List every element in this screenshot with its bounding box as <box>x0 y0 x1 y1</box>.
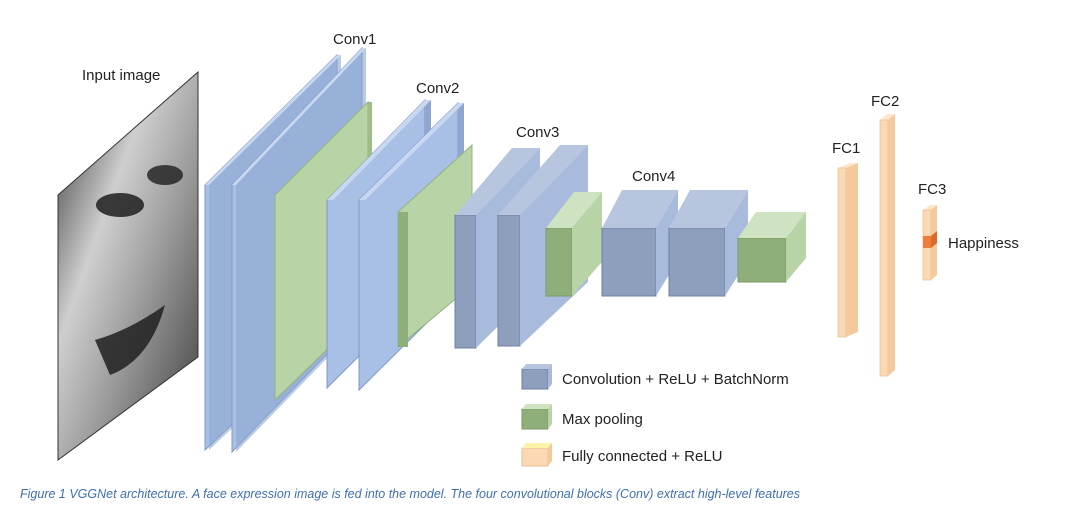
conv2-label: Conv2 <box>416 80 459 97</box>
legend-fc-text: Fully connected + ReLU <box>562 448 723 465</box>
input-image-label: Input image <box>82 67 160 84</box>
legend-fc-swatch <box>521 443 552 467</box>
conv4-label: Conv4 <box>632 168 675 185</box>
conv1-label: Conv1 <box>333 31 376 48</box>
conv4-pool <box>737 212 806 283</box>
fc2-label: FC2 <box>871 93 899 110</box>
legend-conv-text: Convolution + ReLU + BatchNorm <box>562 371 789 388</box>
legend-conv-swatch <box>521 364 552 390</box>
fc3-label: FC3 <box>918 181 946 198</box>
fc1-layer <box>837 163 858 338</box>
conv2-pool <box>397 143 473 349</box>
conv3-block <box>454 145 602 349</box>
conv4-layer-a <box>601 190 678 297</box>
output-label: Happiness <box>948 235 1019 252</box>
legend-pool-text: Max pooling <box>562 411 643 428</box>
conv3-label: Conv3 <box>516 124 559 141</box>
conv2-block <box>326 98 473 392</box>
legend-pool-swatch <box>521 404 552 430</box>
legend: Convolution + ReLU + BatchNorm Max pooli… <box>521 364 789 467</box>
input-image <box>57 70 199 461</box>
conv3-pool <box>545 192 602 297</box>
figure-caption: Figure 1 VGGNet architecture. A face exp… <box>20 487 801 501</box>
fc2-layer <box>879 114 895 377</box>
conv4-block <box>601 190 806 297</box>
conv4-layer-b <box>668 190 748 297</box>
fc1-label: FC1 <box>832 140 860 157</box>
happiness-unit <box>923 236 931 248</box>
fc3-layer <box>922 205 937 281</box>
